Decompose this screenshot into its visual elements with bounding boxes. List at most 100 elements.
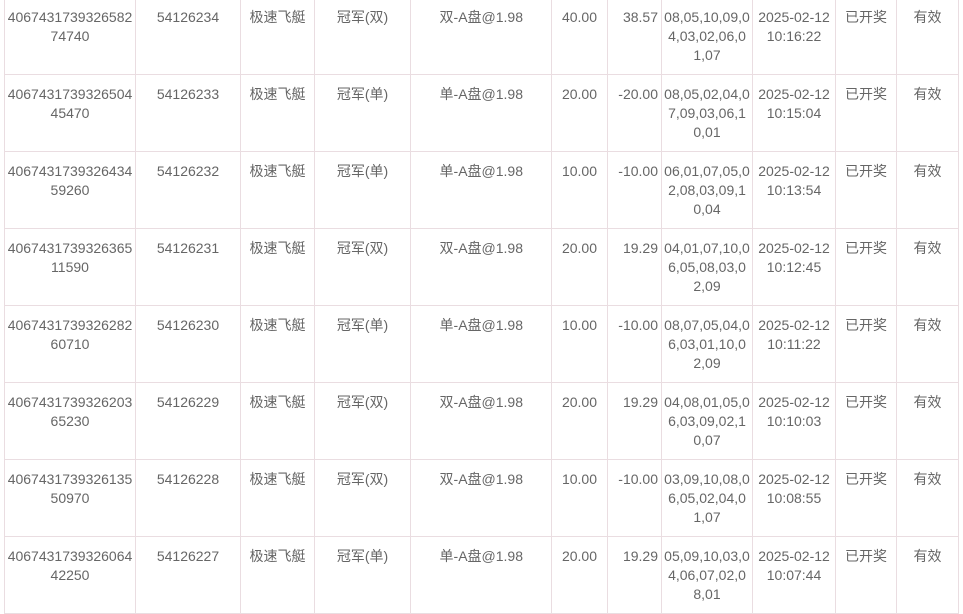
bet-clock-time: 10:10:03 [766,413,822,429]
bet-date: 2025-02-12 [758,548,830,564]
issue-cell: 54126228 [135,459,241,537]
profit-cell: 38.57 [607,0,662,75]
amount-cell: 40.00 [551,0,608,75]
bet-clock-time: 10:15:04 [766,105,822,121]
order-id-cell: 406743173932636511590 [4,228,136,306]
status-cell: 已开奖 [835,228,897,306]
issue-cell: 54126230 [135,305,241,383]
draw-result-cell: 08,05,02,04,07,09,03,06,10,01 [661,74,753,152]
bet-date: 2025-02-12 [758,86,830,102]
validity-cell: 有效 [896,459,959,537]
bet-records-table: 406743173932658274740 54126234 极速飞艇 冠军(双) 双-… [4,0,959,614]
draw-result-cell: 08,07,05,04,06,03,01,10,02,09 [661,305,753,383]
play-type-cell: 冠军(单) [314,151,411,229]
bet-date: 2025-02-12 [758,163,830,179]
issue-cell: 54126231 [135,228,241,306]
status-cell: 已开奖 [835,459,897,537]
bet-time-cell: 2025-02-12 10:12:45 [752,228,836,306]
bet-clock-time: 10:13:54 [766,182,822,198]
bet-clock-time: 10:12:45 [766,259,822,275]
draw-result-cell: 06,01,07,05,02,08,03,09,10,04 [661,151,753,229]
bet-time-cell: 2025-02-12 10:16:22 [752,0,836,75]
issue-cell: 54126234 [135,0,241,75]
bet-date: 2025-02-12 [758,9,830,25]
bet-date: 2025-02-12 [758,317,830,333]
bet-date: 2025-02-12 [758,471,830,487]
bet-content-cell: 双-A盘@1.98 [410,0,552,75]
bet-content-cell: 单-A盘@1.98 [410,536,552,614]
draw-result-cell: 03,09,10,08,06,05,02,04,01,07 [661,459,753,537]
table-row: 406743173932620365230 54126229 极速飞艇 冠军(双) 双-… [4,382,959,460]
game-cell: 极速飞艇 [240,0,315,75]
draw-result-cell: 04,08,01,05,06,03,09,02,10,07 [661,382,753,460]
draw-result-cell: 05,09,10,03,04,06,07,02,08,01 [661,536,753,614]
table-row: 406743173932628260710 54126230 极速飞艇 冠军(单) 单-… [4,305,959,383]
profit-cell: -10.00 [607,459,662,537]
game-cell: 极速飞艇 [240,228,315,306]
game-cell: 极速飞艇 [240,382,315,460]
amount-cell: 20.00 [551,74,608,152]
status-cell: 已开奖 [835,151,897,229]
issue-cell: 54126229 [135,382,241,460]
bet-time-cell: 2025-02-12 10:08:55 [752,459,836,537]
table-row: 406743173932650445470 54126233 极速飞艇 冠军(单) 单-… [4,74,959,152]
play-type-cell: 冠军(单) [314,305,411,383]
order-id-cell: 406743173932620365230 [4,382,136,460]
bet-content-cell: 单-A盘@1.98 [410,74,552,152]
status-cell: 已开奖 [835,305,897,383]
bet-time-cell: 2025-02-12 10:10:03 [752,382,836,460]
order-id-cell: 406743173932606442250 [4,536,136,614]
bet-content-cell: 双-A盘@1.98 [410,382,552,460]
bet-time-cell: 2025-02-12 10:15:04 [752,74,836,152]
amount-cell: 10.00 [551,151,608,229]
status-cell: 已开奖 [835,536,897,614]
bet-clock-time: 10:16:22 [766,28,822,44]
play-type-cell: 冠军(单) [314,74,411,152]
order-id-cell: 406743173932613550970 [4,459,136,537]
amount-cell: 20.00 [551,228,608,306]
bet-clock-time: 10:08:55 [766,490,822,506]
game-cell: 极速飞艇 [240,536,315,614]
profit-cell: 19.29 [607,382,662,460]
amount-cell: 20.00 [551,382,608,460]
play-type-cell: 冠军(双) [314,0,411,75]
validity-cell: 有效 [896,536,959,614]
validity-cell: 有效 [896,74,959,152]
order-id-cell: 406743173932650445470 [4,74,136,152]
bet-time-cell: 2025-02-12 10:11:22 [752,305,836,383]
profit-cell: -10.00 [607,151,662,229]
game-cell: 极速飞艇 [240,151,315,229]
play-type-cell: 冠军(双) [314,382,411,460]
amount-cell: 10.00 [551,459,608,537]
table-body: 406743173932658274740 54126234 极速飞艇 冠军(双) 双-… [4,0,959,614]
play-type-cell: 冠军(双) [314,228,411,306]
draw-result-cell: 04,01,07,10,06,05,08,03,02,09 [661,228,753,306]
game-cell: 极速飞艇 [240,305,315,383]
play-type-cell: 冠军(双) [314,459,411,537]
status-cell: 已开奖 [835,0,897,75]
bet-clock-time: 10:11:22 [767,336,821,352]
order-id-cell: 406743173932628260710 [4,305,136,383]
table-row: 406743173932613550970 54126228 极速飞艇 冠军(双) 双-… [4,459,959,537]
validity-cell: 有效 [896,0,959,75]
draw-result-cell: 08,05,10,09,04,03,02,06,01,07 [661,0,753,75]
validity-cell: 有效 [896,382,959,460]
order-id-cell: 406743173932658274740 [4,0,136,75]
profit-cell: -10.00 [607,305,662,383]
status-cell: 已开奖 [835,74,897,152]
issue-cell: 54126232 [135,151,241,229]
issue-cell: 54126233 [135,74,241,152]
validity-cell: 有效 [896,151,959,229]
table-row: 406743173932606442250 54126227 极速飞艇 冠军(单) 单-… [4,536,959,614]
bet-clock-time: 10:07:44 [766,567,822,583]
bet-content-cell: 单-A盘@1.98 [410,151,552,229]
game-cell: 极速飞艇 [240,459,315,537]
validity-cell: 有效 [896,228,959,306]
play-type-cell: 冠军(单) [314,536,411,614]
status-cell: 已开奖 [835,382,897,460]
bet-content-cell: 双-A盘@1.98 [410,459,552,537]
table-row: 406743173932658274740 54126234 极速飞艇 冠军(双) 双-… [4,0,959,75]
profit-cell: 19.29 [607,228,662,306]
game-cell: 极速飞艇 [240,74,315,152]
issue-cell: 54126227 [135,536,241,614]
